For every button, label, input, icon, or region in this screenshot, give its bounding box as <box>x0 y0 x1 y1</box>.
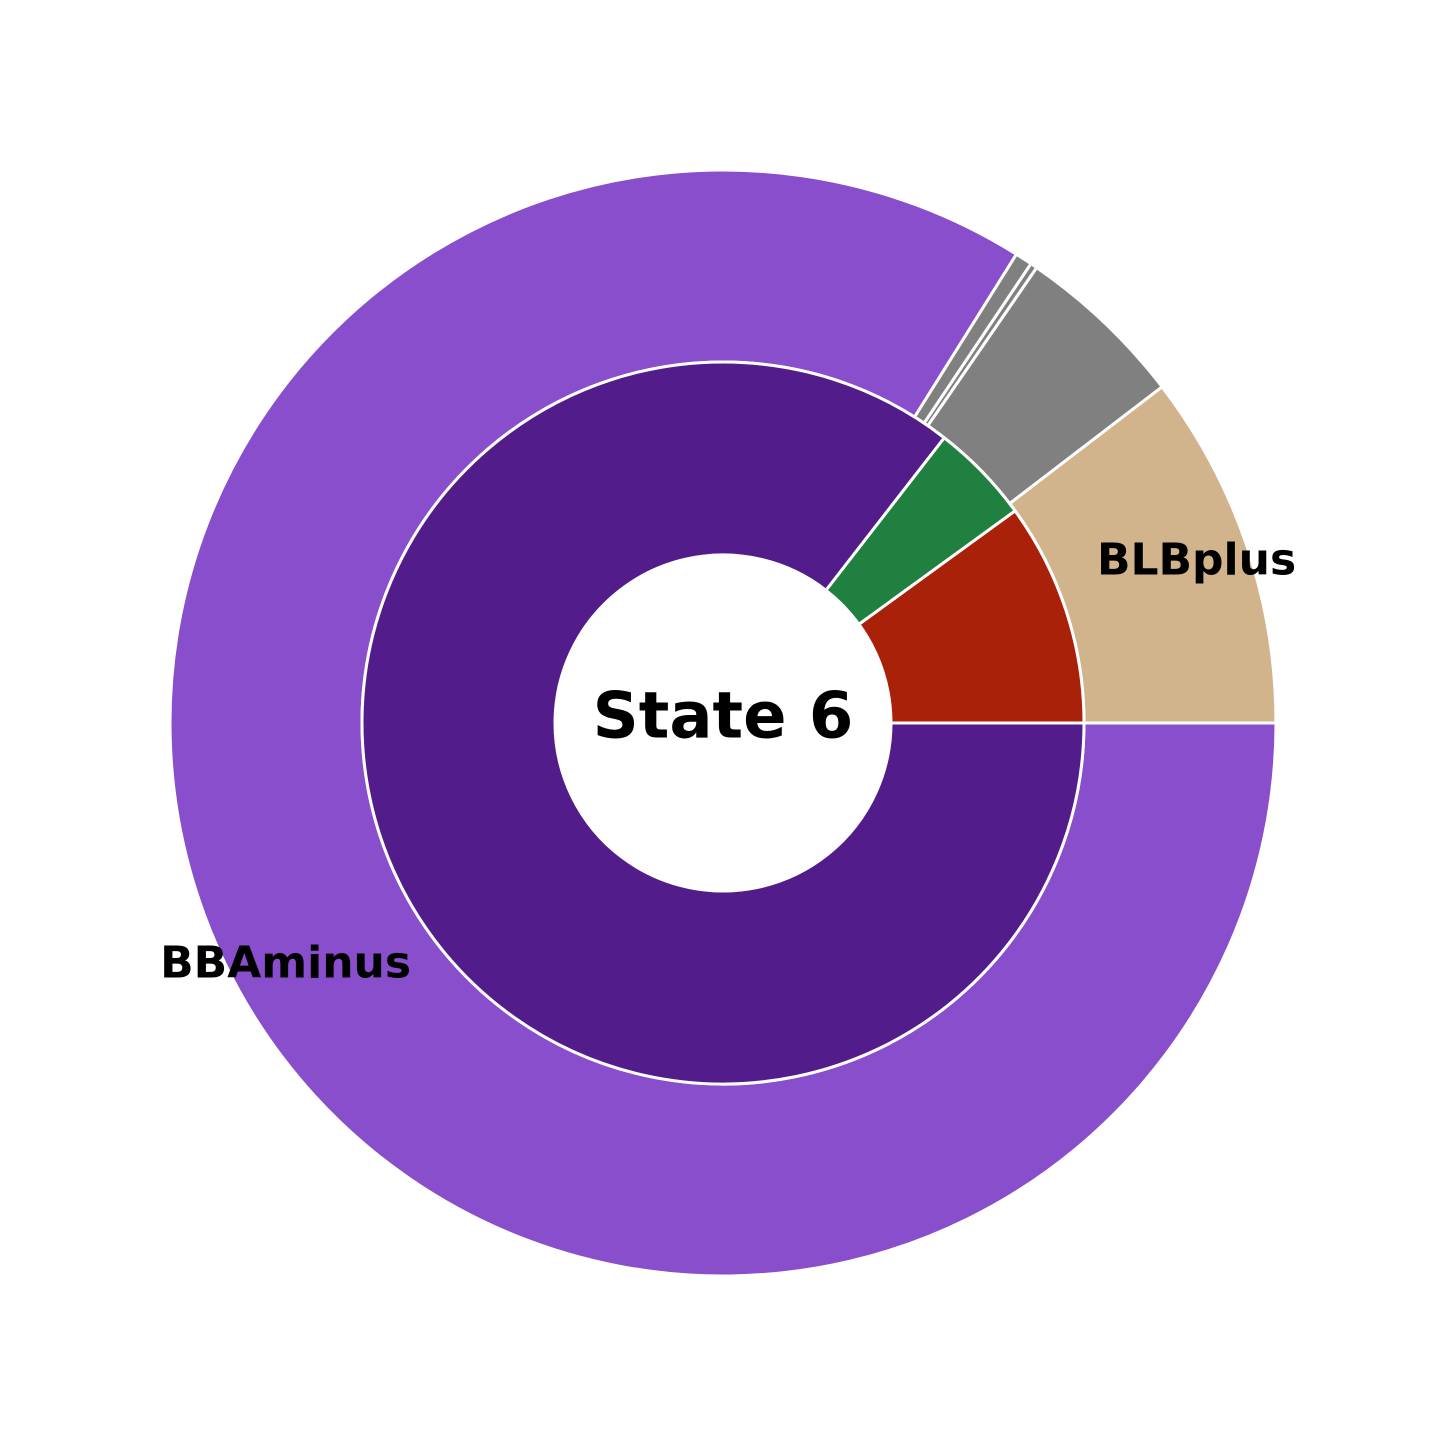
outer-ring <box>168 168 1278 1278</box>
slice-label-blbplus: BLBplus <box>1097 535 1296 586</box>
slice-label-bbaminus: BBAminus <box>160 937 411 988</box>
inner-slice-0 <box>857 509 1086 725</box>
slice-labels: BLBplus BBAminus <box>160 535 1296 989</box>
center-label: State 6 <box>593 680 854 754</box>
inner-slice-2 <box>360 360 1086 1086</box>
inner-ring <box>360 360 1086 1086</box>
